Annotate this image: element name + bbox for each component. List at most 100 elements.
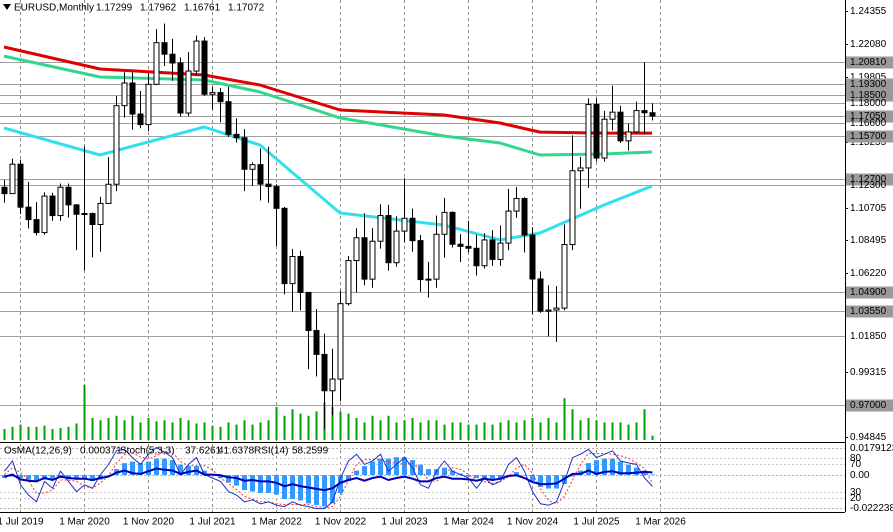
osma-bar: [546, 475, 551, 489]
candle-body: [329, 378, 336, 392]
indicator-tick-label: 0.0179123: [850, 443, 893, 454]
level-label: 1.18500: [850, 90, 887, 101]
level-label: 1.16600: [850, 118, 887, 129]
osma-bar: [266, 475, 271, 494]
level-label-box: [846, 56, 893, 69]
collapse-icon[interactable]: [3, 4, 11, 10]
osma-bar: [650, 474, 655, 476]
osma-bar: [386, 458, 391, 476]
y-tick-label: 1.22080: [850, 39, 887, 50]
osma-bar: [66, 475, 71, 479]
candle-body: [617, 111, 624, 142]
osma-bar: [490, 475, 495, 480]
candle-body: [169, 53, 176, 64]
level-label: 1.12700: [850, 174, 887, 185]
osma-bar: [426, 469, 431, 476]
level-label: 1.03550: [850, 306, 887, 317]
candle-body: [41, 195, 48, 234]
candle-body: [361, 237, 368, 280]
candle-body: [313, 329, 320, 355]
candle-body: [345, 260, 352, 305]
osma-bar: [10, 475, 15, 477]
x-tick-label: 1 Nov 2024: [507, 517, 559, 528]
y-tick-label: 1.24355: [850, 6, 887, 17]
osma-bar: [74, 475, 79, 480]
osma-bar: [26, 475, 31, 480]
osma-bar: [498, 475, 503, 479]
candle-body: [585, 104, 592, 169]
candle-body: [17, 163, 24, 208]
y-tick-label: 0.99315: [850, 367, 887, 378]
candle-body: [217, 92, 224, 103]
candle-body: [209, 92, 216, 95]
osma-bar: [330, 475, 335, 504]
osma-bar: [530, 475, 535, 482]
osma-bar: [586, 463, 591, 476]
candle-body: [241, 137, 248, 170]
osma-bar: [178, 464, 183, 476]
candle-body: [49, 195, 56, 217]
level-label: 1.04900: [850, 287, 887, 298]
candle-body: [153, 42, 160, 85]
candle-body: [449, 211, 456, 245]
ohlc-high: 1.17962: [140, 3, 177, 14]
candle-body: [81, 213, 88, 216]
candle-body: [561, 244, 568, 309]
candle-body: [633, 110, 640, 133]
level-label-box: [846, 130, 893, 143]
candle-body: [225, 101, 232, 135]
indicator-tick-label: 80: [850, 453, 862, 464]
osma-bar: [250, 475, 255, 492]
indicator-name: RSI(14): [254, 446, 288, 457]
osma-bar: [346, 475, 351, 482]
osma-bar: [378, 458, 383, 476]
osma-bar: [450, 470, 455, 476]
candle-body: [97, 202, 104, 225]
level-label-box: [846, 78, 893, 91]
candle-body: [273, 186, 280, 209]
x-tick-label: 1 Jul 2025: [573, 517, 620, 528]
candle-body: [161, 42, 168, 55]
ohlc-low: 1.16761: [184, 3, 221, 14]
ohlc-open: 1.17299: [96, 3, 133, 14]
y-tick-label: 1.19805: [850, 72, 887, 83]
level-label: 1.20810: [850, 57, 887, 68]
candle-body: [297, 256, 304, 293]
level-label: 1.17050: [850, 111, 887, 122]
osma-bar: [146, 461, 151, 476]
candle-body: [513, 198, 520, 212]
marks-layer: [1, 23, 656, 510]
candle-body: [641, 110, 648, 114]
x-tick-label: 1 Mar 2022: [251, 517, 302, 528]
osma-bar: [82, 475, 87, 480]
indicator-value: 58.2599: [292, 446, 329, 457]
candle-body: [33, 219, 40, 234]
candle-body: [537, 278, 544, 312]
candle-body: [465, 245, 472, 249]
osma-bar: [338, 475, 343, 494]
candle-body: [409, 217, 416, 242]
indicator-name: OsMA(12,26,9): [4, 446, 72, 457]
candle-body: [305, 291, 312, 331]
candle-body: [121, 82, 128, 107]
osma-bar: [538, 475, 543, 488]
level-label: 1.18000: [850, 98, 887, 109]
candle-body: [337, 303, 344, 380]
x-tick-label: 1 Nov 2020: [123, 517, 175, 528]
indicator-tick-label: 30: [850, 487, 862, 498]
candle-body: [529, 234, 536, 280]
candle-body: [353, 237, 360, 262]
osma-bar: [474, 475, 479, 479]
candle-body: [193, 40, 200, 72]
level-label-box: [846, 286, 893, 299]
osma-bar: [242, 475, 247, 491]
osma-bar: [626, 464, 631, 476]
candle-body: [289, 256, 296, 285]
candle-body: [113, 105, 120, 185]
candle-body: [569, 170, 576, 246]
stoch-main: [4, 446, 653, 510]
candle-body: [105, 183, 112, 204]
osma-bar: [122, 463, 127, 476]
indicator-tick-label: 70: [850, 459, 862, 470]
